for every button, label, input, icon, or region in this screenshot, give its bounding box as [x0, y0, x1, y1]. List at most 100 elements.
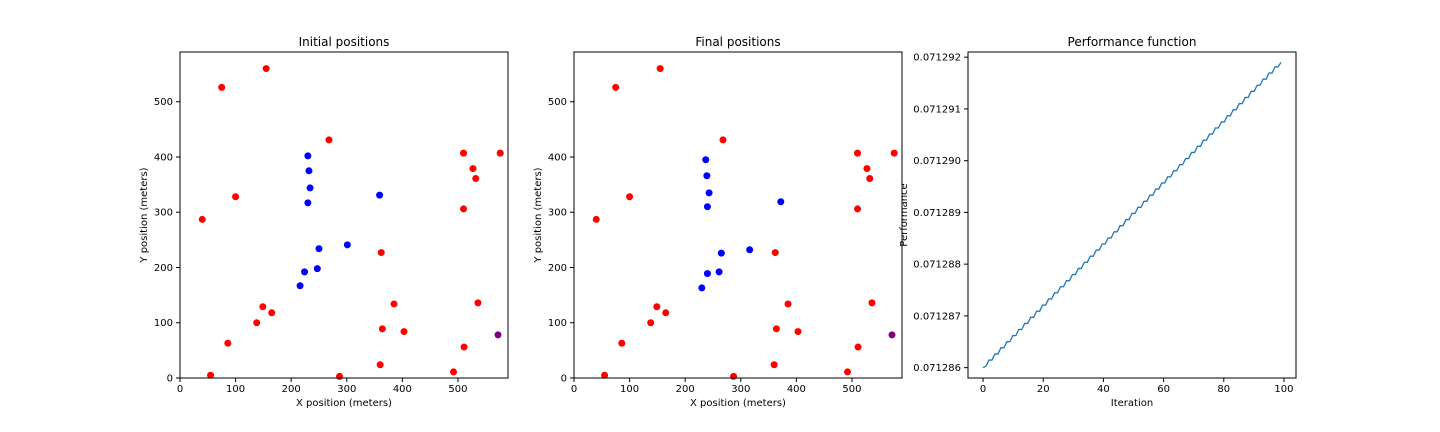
y-tick-label: 400 [548, 152, 567, 163]
x-axis-label: X position (meters) [296, 398, 392, 409]
scatter-point [863, 165, 871, 173]
scatter-point [378, 325, 386, 333]
scatter-point [592, 215, 600, 223]
scatter-point [770, 361, 778, 369]
scatter-point [450, 368, 458, 376]
scatter-point [703, 270, 711, 278]
x-tick-label: 100 [620, 384, 639, 395]
scatter-point [304, 199, 312, 207]
scatter-point [868, 299, 876, 307]
scatter-point [472, 175, 480, 183]
y-tick-label: 300 [154, 208, 173, 219]
x-tick-label: 0 [177, 384, 183, 395]
y-tick-label: 200 [154, 263, 173, 274]
scatter-point [460, 343, 468, 351]
x-tick-label: 500 [842, 384, 861, 395]
scatter-point [626, 193, 634, 201]
y-tick-label: 0 [167, 374, 173, 385]
y-tick-label: 0.071289 [913, 208, 961, 219]
scatter-point [336, 372, 344, 380]
scatter-point [304, 152, 312, 160]
scatter-point [232, 193, 240, 201]
x-tick-label: 500 [448, 384, 467, 395]
scatter-point [653, 303, 661, 311]
y-axis-label: Y position (meters) [139, 167, 150, 263]
y-tick-label: 0 [561, 374, 567, 385]
scatter-point [698, 284, 706, 292]
y-tick-label: 500 [154, 97, 173, 108]
scatter-point [703, 172, 711, 180]
scatter-point [469, 165, 477, 173]
scatter-point [494, 331, 502, 339]
scatter-point [746, 246, 754, 254]
axes-frame [179, 51, 509, 379]
scatter-point [301, 268, 309, 276]
scatter-point [343, 241, 351, 249]
performance-line [982, 61, 1282, 369]
scatter-point [305, 167, 313, 175]
scatter-point [618, 339, 626, 347]
y-axis-label: Y position (meters) [533, 167, 544, 263]
scatter-point [262, 65, 270, 73]
x-tick-label: 0 [980, 384, 986, 395]
y-tick-label: 200 [548, 263, 567, 274]
plot-title: Initial positions [299, 35, 390, 49]
x-tick-label: 0 [571, 384, 577, 395]
scatter-point [207, 371, 215, 379]
x-tick-label: 400 [787, 384, 806, 395]
scatter-point [218, 83, 226, 91]
x-tick-label: 100 [226, 384, 245, 395]
scatter-point [717, 249, 725, 257]
scatter-point [702, 156, 710, 164]
y-tick-label: 100 [548, 318, 567, 329]
x-tick-label: 40 [1097, 384, 1110, 395]
x-tick-label: 80 [1217, 384, 1230, 395]
y-tick-label: 500 [548, 97, 567, 108]
scatter-point [259, 303, 267, 311]
x-tick-label: 400 [393, 384, 412, 395]
scatter-point [325, 136, 333, 144]
scatter-point [730, 372, 738, 380]
scatter-point [306, 184, 314, 192]
scatter-point [794, 328, 802, 336]
scatter-point [771, 249, 779, 257]
x-tick-label: 300 [337, 384, 356, 395]
x-tick-label: 200 [282, 384, 301, 395]
plot-title: Final positions [695, 35, 780, 49]
scatter-point [376, 361, 384, 369]
y-tick-label: 300 [548, 208, 567, 219]
scatter-point [854, 205, 862, 213]
scatter-point [612, 83, 620, 91]
y-axis-label: Performance [899, 183, 910, 246]
scatter-point [715, 268, 723, 276]
scatter-point [890, 149, 898, 157]
y-tick-label: 0.071291 [913, 104, 961, 115]
x-axis-label: Iteration [1111, 398, 1153, 409]
x-tick-label: 60 [1157, 384, 1170, 395]
scatter-point [224, 339, 232, 347]
scatter-point [656, 65, 664, 73]
scatter-point [705, 189, 713, 197]
y-tick-label: 0.071292 [913, 53, 961, 64]
scatter-point [198, 215, 206, 223]
x-tick-label: 20 [1037, 384, 1050, 395]
scatter-point [784, 300, 792, 308]
y-tick-label: 0.071290 [913, 156, 961, 167]
scatter-point [268, 309, 276, 317]
scatter-point [772, 325, 780, 333]
y-tick-label: 0.071286 [913, 363, 961, 374]
scatter-point [703, 203, 711, 211]
scatter-point [460, 205, 468, 213]
scatter-point [400, 328, 408, 336]
scatter-point [662, 309, 670, 317]
scatter-point [888, 331, 896, 339]
scatter-point [866, 175, 874, 183]
scatter-point [647, 319, 655, 327]
scatter-point [253, 319, 261, 327]
subplot-2: 0 100 200 300 400 500 0 100 200 300 400 500 Final po… [533, 35, 903, 409]
axes-frame [573, 51, 903, 379]
scatter-point [296, 282, 304, 290]
axes-frame [967, 51, 1297, 379]
scatter-point [854, 149, 862, 157]
y-tick-label: 0.071288 [913, 260, 961, 271]
